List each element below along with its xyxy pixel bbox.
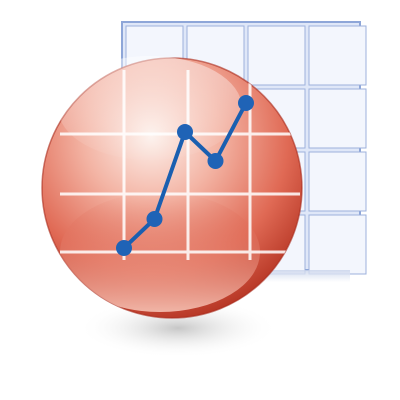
sheet-cell	[308, 214, 367, 275]
chart-point	[177, 124, 193, 140]
sheet-cell	[308, 88, 367, 149]
chart-point	[207, 153, 224, 169]
chart-point	[146, 211, 163, 227]
sheet-cell	[247, 25, 306, 86]
sheet-cell	[308, 151, 367, 212]
sheet-cell	[308, 25, 367, 86]
sphere-shadow	[78, 298, 278, 358]
red-sphere	[41, 56, 303, 319]
chart-point	[238, 95, 254, 111]
chart-point	[116, 240, 132, 256]
line-chart	[116, 95, 254, 256]
